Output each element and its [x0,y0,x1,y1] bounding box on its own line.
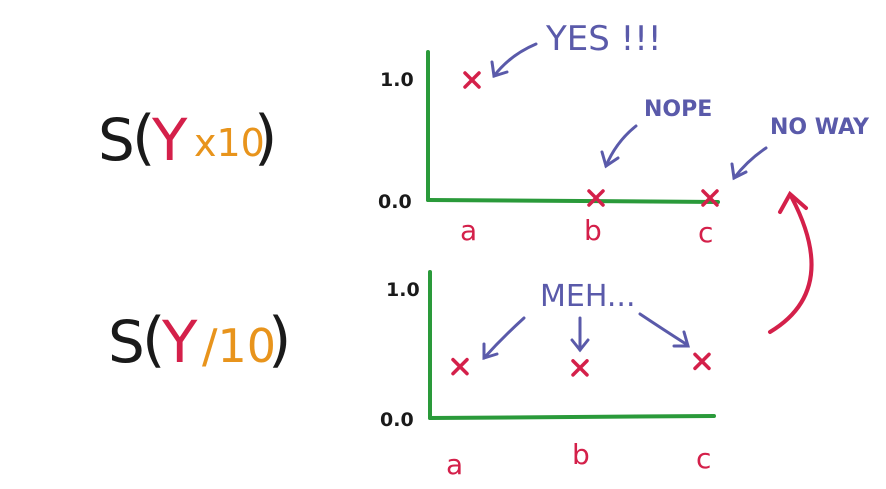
formula-bottom-operator: /10 [202,319,276,373]
chart-top-x-axis [426,198,720,204]
chart-bottom-point-c [693,352,711,371]
chart-bottom: 1.0 0.0 a b c MEH... [380,270,716,481]
formula-top-open-paren: ( [132,103,155,173]
arrow-to-c-top [730,146,768,181]
formula-top-s: S [98,106,135,174]
annotation-no-way: NO WAY [770,115,870,140]
chart-bottom-x-axis [428,414,716,420]
arrow-to-a-bottom [482,316,526,361]
formula-bottom-open-paren: ( [142,305,165,375]
arrow-to-b-top [600,124,638,169]
annotation-yes: YES !!! [545,19,662,59]
formula-top-y: Y [151,106,188,174]
chart-bottom-ytick-1: 1.0 [386,279,420,301]
formula-bottom-y: Y [161,308,198,376]
chart-bottom-point-b [571,359,589,377]
formula-bottom: S ( Y /10 ) [108,305,291,376]
chart-top-ytick-1: 1.0 [380,69,414,91]
formula-top-close-paren: ) [254,103,277,173]
formula-top: S ( Y x10 ) [98,103,277,174]
transition-arrow [768,190,814,334]
chart-top-ytick-0: 0.0 [378,191,412,213]
chart-top-category-b: b [584,214,602,247]
chart-bottom-category-b: b [572,438,590,471]
chart-top-point-b [587,189,605,207]
arrow-to-c-bottom [638,312,690,348]
chart-top: 1.0 0.0 a b c YES !!! NOPE NO WAY [378,19,870,249]
chart-top-category-c: c [698,216,713,249]
annotation-nope: NOPE [644,97,712,122]
formula-bottom-close-paren: ) [268,305,291,375]
chart-top-point-a [463,71,481,89]
formula-bottom-s: S [108,308,145,376]
chart-bottom-ytick-0: 0.0 [380,409,414,431]
chart-bottom-category-a: a [446,448,463,481]
formula-top-operator: x10 [194,121,265,165]
chart-bottom-category-c: c [696,442,711,475]
arrow-to-a-top [490,42,538,78]
chart-top-category-a: a [460,214,477,247]
chart-top-point-c [701,189,719,207]
arrow-to-b-bottom [570,316,590,353]
chart-bottom-point-a [451,357,469,376]
annotation-meh: MEH... [540,279,635,314]
